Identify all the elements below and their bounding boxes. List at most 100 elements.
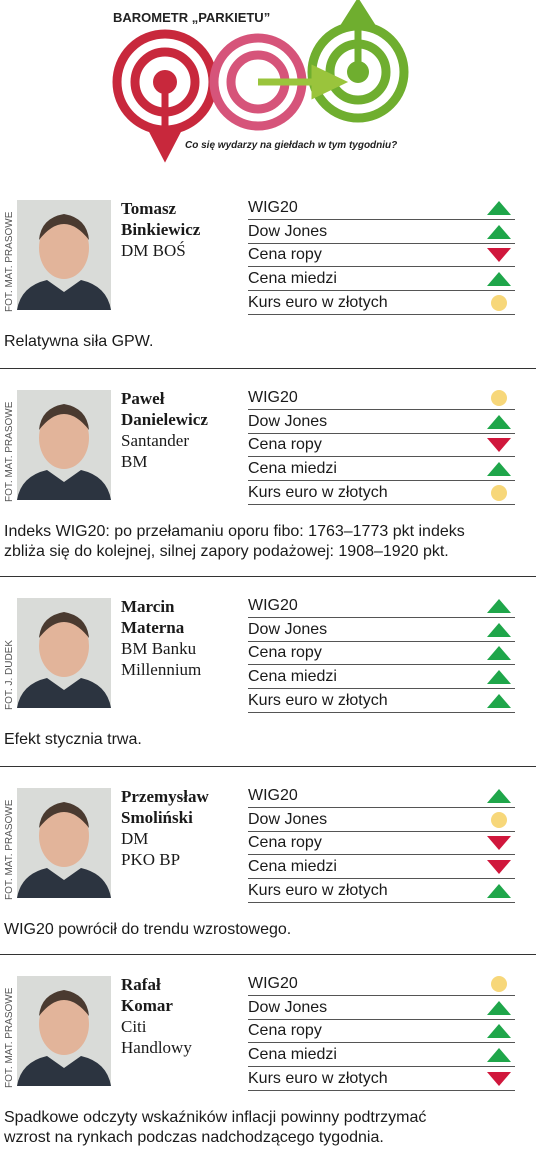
signal-up [487, 201, 511, 215]
row-line [248, 456, 515, 458]
portrait [17, 598, 111, 708]
affiliation: DM [121, 829, 149, 848]
indicator: Cena miedzi [248, 668, 337, 686]
row-line [248, 664, 515, 666]
row-line [248, 219, 515, 220]
row-line [248, 480, 515, 482]
signal-neutral [491, 976, 507, 992]
row-line [248, 995, 515, 996]
indicator: Dow Jones [248, 412, 328, 430]
row-line [248, 688, 515, 690]
row-line [248, 1066, 515, 1068]
title: BAROMETR „PARKIETU” [113, 10, 270, 25]
row-line [248, 1089, 515, 1091]
signal-up [487, 1000, 511, 1015]
indicator: Dow Jones [248, 620, 328, 638]
indicator: Kurs euro w złotych [248, 1069, 388, 1087]
signal-up [487, 693, 511, 708]
signal-up [487, 622, 511, 637]
signal-down [487, 860, 511, 875]
indicator: Cena ropy [248, 436, 322, 454]
signal-down [487, 836, 511, 851]
separator [0, 368, 536, 369]
expert-name: Rafał [121, 975, 161, 994]
expert-name: Materna [121, 618, 185, 637]
indicator: WIG20 [248, 787, 298, 804]
row-line [248, 503, 515, 505]
indicator: Cena miedzi [248, 270, 337, 288]
indicator: Cena miedzi [248, 1046, 337, 1064]
indicator: Cena miedzi [248, 460, 337, 478]
row-line [248, 409, 515, 410]
photo-credit: FOT. MAT. PRASOWE [4, 987, 15, 1088]
subtitle: Co się wydarzy na giełdach w tym tygodni… [185, 140, 397, 151]
expert-name: Przemysław [121, 787, 209, 806]
signal-up [487, 883, 511, 898]
affiliation: BM [121, 452, 148, 471]
signal-neutral [491, 390, 507, 406]
separator [0, 766, 536, 767]
row-line [248, 242, 515, 244]
photo-credit: FOT. MAT. PRASOWE [4, 401, 15, 502]
row-line [248, 290, 515, 292]
row-line [248, 901, 515, 903]
affiliation: Handlowy [121, 1038, 192, 1057]
indicator: Kurs euro w złotych [248, 881, 388, 899]
photo-credit: FOT. J. DUDEK [4, 639, 15, 710]
separator [0, 954, 536, 955]
signal-down [487, 438, 511, 453]
comment: zbliża się do kolejnej, silnej zapory po… [4, 543, 449, 560]
expert-name: Tomasz [121, 199, 177, 218]
indicator: Dow Jones [248, 998, 328, 1016]
expert-name: Danielewicz [121, 410, 208, 429]
row-line [248, 313, 515, 315]
photo-credit: FOT. MAT. PRASOWE [4, 211, 15, 312]
indicator: Cena ropy [248, 644, 322, 662]
indicator: Kurs euro w złotych [248, 293, 388, 311]
signal-down [487, 248, 511, 263]
indicator: Kurs euro w złotych [248, 483, 388, 501]
affiliation: Millennium [121, 660, 202, 679]
indicator: WIG20 [248, 389, 298, 406]
row-line [248, 617, 515, 618]
separator [0, 576, 536, 577]
signal-up [487, 1048, 511, 1063]
row-line [248, 432, 515, 434]
indicator: Dow Jones [248, 222, 328, 240]
signal-neutral [491, 294, 507, 311]
indicator: Cena miedzi [248, 858, 337, 876]
expert-name: Marcin [121, 597, 175, 616]
arrow-down [146, 82, 184, 163]
affiliation: Santander [121, 431, 189, 450]
signal-up [487, 646, 511, 661]
signal-up [487, 599, 511, 613]
indicator: Kurs euro w złotych [248, 691, 388, 709]
signal-up [487, 462, 511, 477]
signal-neutral [491, 811, 507, 828]
signal-up [487, 224, 511, 239]
row-line [248, 830, 515, 832]
portrait [17, 976, 111, 1086]
comment: Efekt stycznia trwa. [4, 731, 142, 748]
signal-down [487, 1071, 511, 1086]
expert-name: Komar [121, 996, 173, 1015]
portrait [17, 200, 111, 310]
row-line [248, 266, 515, 268]
row-line [248, 807, 515, 808]
indicator: Dow Jones [248, 810, 328, 828]
comment: WIG20 powrócił do trendu wzrostowego. [4, 921, 292, 938]
signal-up [487, 414, 511, 429]
expert-name: Binkiewicz [121, 220, 201, 239]
arrow-up [337, 0, 379, 72]
signal-neutral [491, 484, 507, 501]
row-line [248, 854, 515, 856]
affiliation: DM BOŚ [121, 241, 186, 260]
indicator: Cena ropy [248, 1022, 322, 1040]
indicator: Cena ropy [248, 834, 322, 852]
comment: Spadkowe odczyty wskaźników inflacji pow… [4, 1109, 427, 1126]
row-line [248, 1042, 515, 1044]
logo: BAROMETR „PARKIETU” Co się wydarzy na gi… [112, 0, 409, 163]
row-line [248, 1018, 515, 1020]
signal-up [487, 789, 511, 803]
arrow-right [258, 64, 349, 100]
